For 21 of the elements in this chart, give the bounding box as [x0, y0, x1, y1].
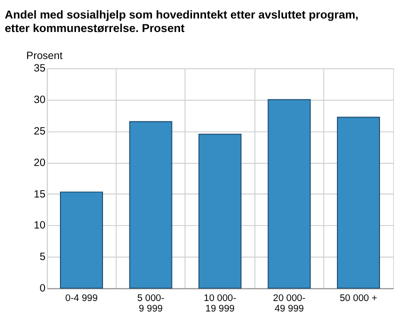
bar	[198, 134, 242, 289]
bar	[60, 192, 104, 289]
text: etter kommunestørrelse. Prosent	[4, 22, 185, 35]
bar	[268, 99, 311, 289]
x-tick-label: 10 000- 19 999	[204, 293, 236, 315]
bar	[336, 116, 380, 289]
text: Andel med sosialhjelp som hovedinntekt etter avsluttet program,	[4, 9, 358, 22]
y-tick-label: 15	[34, 188, 46, 200]
y-tick-label: 5	[40, 251, 46, 264]
y-tick-label: 0	[40, 282, 46, 295]
y-tick-label: 25	[34, 125, 46, 138]
x-tick-label: 20 000- 49 999	[273, 293, 306, 315]
y-tick-label: 35	[34, 62, 46, 75]
x-tick-label: 5 000- 9 999	[137, 293, 164, 315]
y-tick-label: 30	[34, 94, 46, 106]
y-tick-label: 20	[34, 156, 46, 169]
x-tick-label: 50 000 +	[340, 293, 378, 304]
bar	[129, 121, 172, 289]
y-tick-label: 10	[34, 220, 46, 232]
x-tick-label: 0-4 999	[65, 293, 98, 304]
y-axis-title: Prosent	[26, 50, 63, 62]
